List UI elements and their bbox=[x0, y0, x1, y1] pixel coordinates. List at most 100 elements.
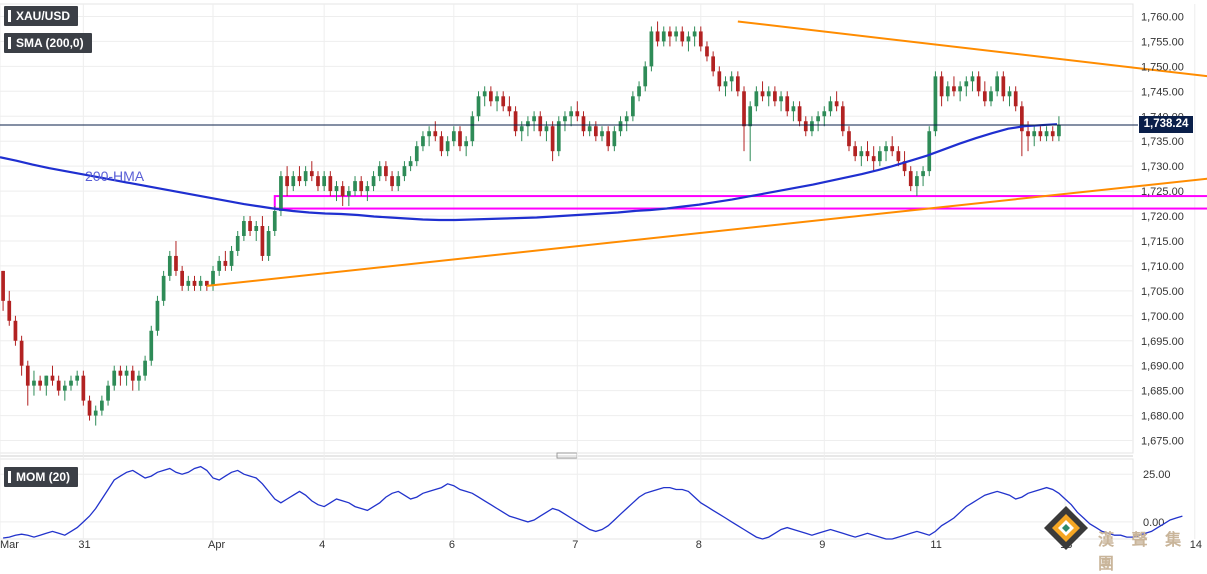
candle-body bbox=[347, 191, 351, 197]
candle bbox=[600, 126, 604, 142]
candle bbox=[38, 375, 42, 391]
candle bbox=[489, 86, 493, 107]
candle bbox=[1057, 116, 1061, 142]
candle-body bbox=[680, 31, 685, 42]
candle bbox=[748, 101, 753, 162]
candle bbox=[365, 181, 370, 202]
candle bbox=[316, 171, 320, 192]
chart-canvas: 200-HMA 1,760.00 1,755.00 1,750.00 1,745.00… bbox=[0, 3, 1207, 551]
candle-body bbox=[816, 116, 820, 122]
candle-body bbox=[890, 146, 895, 152]
candle-body bbox=[655, 31, 660, 42]
candle-body bbox=[711, 56, 715, 72]
candle-body bbox=[982, 91, 987, 102]
candle bbox=[266, 226, 271, 261]
candle-body bbox=[692, 31, 697, 37]
candle bbox=[285, 166, 289, 197]
candle-body bbox=[976, 76, 981, 92]
candle bbox=[254, 221, 259, 241]
candle bbox=[322, 171, 327, 192]
candle-body bbox=[44, 375, 49, 386]
candle bbox=[229, 245, 234, 271]
candle-body bbox=[192, 280, 197, 286]
candle-body bbox=[606, 131, 611, 147]
candle bbox=[75, 370, 80, 386]
candle-body bbox=[785, 96, 790, 112]
y-tick-label: 1,755.00 bbox=[1141, 36, 1184, 48]
candle bbox=[655, 21, 660, 47]
candle bbox=[161, 270, 166, 306]
hma-label: 200-HMA bbox=[85, 168, 145, 184]
candle bbox=[1020, 101, 1024, 157]
candle bbox=[705, 41, 709, 62]
y-tick-label: 1,735.00 bbox=[1141, 136, 1184, 148]
candle-body bbox=[748, 106, 753, 127]
candle bbox=[1044, 126, 1049, 142]
candle-body bbox=[433, 131, 438, 137]
candle bbox=[624, 111, 629, 132]
candle-body bbox=[1013, 91, 1018, 107]
candle bbox=[618, 116, 623, 137]
momentum-pane-frame bbox=[0, 458, 1134, 540]
candle bbox=[62, 380, 67, 401]
candle-body bbox=[735, 76, 740, 92]
candle bbox=[631, 91, 635, 122]
current-price-tag: 1,738.24 bbox=[1139, 116, 1193, 133]
candle-body bbox=[1020, 106, 1024, 132]
candle bbox=[692, 26, 697, 47]
y-tick-label: 1,695.00 bbox=[1141, 336, 1184, 348]
candle bbox=[458, 126, 462, 152]
candle bbox=[384, 161, 388, 182]
candle bbox=[563, 111, 567, 132]
candle-body bbox=[581, 116, 586, 132]
candle-body bbox=[865, 151, 870, 157]
candle bbox=[828, 96, 833, 117]
candle-body bbox=[137, 375, 141, 381]
candle bbox=[309, 161, 314, 182]
candle bbox=[871, 146, 876, 172]
symbol-chip-label: XAU/USD bbox=[16, 9, 71, 23]
candle bbox=[890, 136, 895, 157]
candle-body bbox=[717, 71, 722, 87]
mom-y-tick-label: 25.00 bbox=[1143, 469, 1171, 481]
candle bbox=[976, 71, 981, 97]
candle bbox=[340, 181, 345, 207]
candle-body bbox=[797, 106, 802, 122]
candle bbox=[754, 86, 759, 112]
watermark-text: 漢 聲 集 團 bbox=[1098, 530, 1188, 573]
candle bbox=[174, 240, 178, 276]
candle-body bbox=[618, 121, 623, 132]
symbol-chip[interactable]: XAU/USD bbox=[4, 6, 79, 26]
candle bbox=[791, 101, 796, 122]
sma-chip[interactable]: SMA (200,0) bbox=[4, 33, 92, 53]
candle bbox=[674, 26, 678, 42]
candle-body bbox=[489, 91, 493, 102]
candle-body bbox=[939, 76, 944, 97]
candle-body bbox=[908, 171, 913, 187]
candle-body bbox=[828, 101, 833, 112]
candle bbox=[242, 216, 246, 241]
candle bbox=[760, 81, 765, 102]
candles-layer bbox=[1, 21, 1061, 426]
candle-body bbox=[1032, 131, 1037, 137]
candle-body bbox=[174, 255, 178, 271]
candle-body bbox=[38, 380, 42, 386]
mom-chip[interactable]: MOM (20) bbox=[4, 467, 78, 487]
candle bbox=[124, 365, 129, 386]
candle-body bbox=[723, 81, 728, 87]
y-tick-label: 1,730.00 bbox=[1141, 161, 1184, 173]
candle-body bbox=[161, 275, 166, 301]
candle bbox=[192, 275, 197, 291]
candle-body bbox=[569, 111, 573, 117]
candle bbox=[371, 171, 376, 192]
candle bbox=[865, 141, 870, 162]
candle bbox=[106, 380, 110, 406]
candle-body bbox=[587, 126, 592, 132]
candle-body bbox=[989, 91, 993, 102]
candle bbox=[1, 270, 5, 311]
watermark-logo bbox=[1044, 506, 1088, 550]
candle-body bbox=[62, 385, 67, 391]
candle-body bbox=[297, 176, 302, 182]
candle bbox=[896, 146, 901, 167]
candle bbox=[810, 116, 814, 137]
